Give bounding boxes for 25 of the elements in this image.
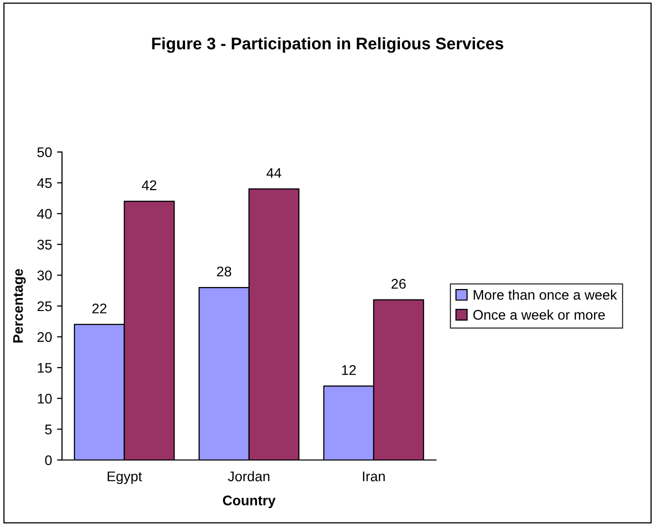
- legend-label: Once a week or more: [473, 310, 605, 320]
- y-axis-title: Percentage: [13, 269, 26, 343]
- legend-label: More than once a week: [474, 290, 618, 300]
- y-tick-label: 35: [37, 240, 52, 250]
- chart-title: Figure 3 - Participation in Religious Services: [152, 37, 504, 53]
- x-tick-label: Iran: [362, 472, 385, 482]
- y-tick-label: 30: [37, 270, 52, 280]
- data-label: 28: [217, 266, 232, 276]
- y-tick-label: 45: [37, 178, 52, 188]
- y-tick-label: 25: [38, 301, 52, 312]
- y-tick-label: 40: [37, 208, 52, 219]
- y-tick-label: 0: [45, 455, 52, 466]
- data-label: 26: [392, 278, 406, 289]
- y-tick-label: 20: [38, 332, 52, 342]
- data-label: 42: [142, 180, 156, 190]
- y-tick-label: 10: [38, 394, 52, 404]
- x-axis-title: Country: [222, 496, 276, 508]
- data-label: 44: [266, 168, 282, 178]
- y-tick-label: 5: [45, 424, 52, 434]
- x-tick-label: Egypt: [108, 472, 142, 484]
- y-tick-label: 15: [38, 363, 52, 373]
- data-label: 22: [92, 304, 106, 314]
- y-tick-label: 50: [37, 147, 52, 158]
- data-label: 12: [342, 365, 356, 375]
- x-tick-label: Jordan: [228, 471, 270, 482]
